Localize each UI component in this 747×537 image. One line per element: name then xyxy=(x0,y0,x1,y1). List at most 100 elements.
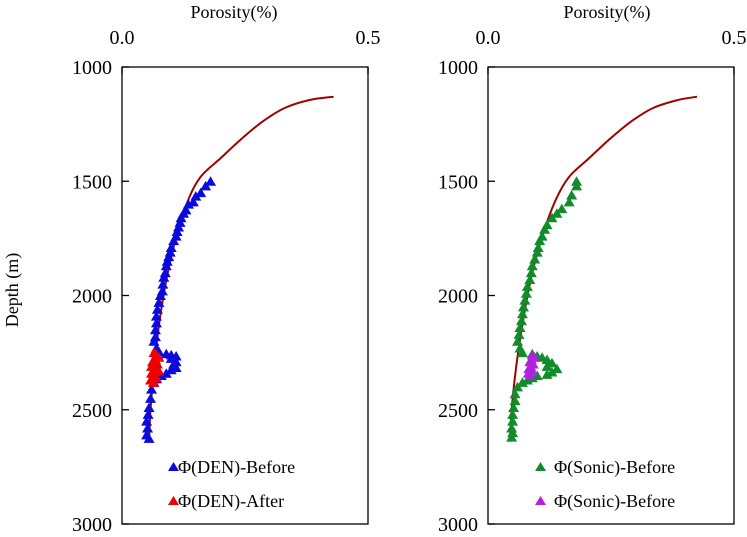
data-point xyxy=(514,322,526,332)
data-point xyxy=(200,180,212,191)
data-point xyxy=(532,242,544,253)
data-point xyxy=(571,180,583,191)
data-point xyxy=(506,423,518,433)
data-point xyxy=(149,324,161,335)
data-point xyxy=(165,242,177,253)
marker-layer xyxy=(506,176,583,442)
data-point xyxy=(512,381,524,392)
data-point xyxy=(516,347,528,358)
data-point xyxy=(506,432,518,442)
y-axis-title: Depth (m) xyxy=(2,253,23,327)
legend: Φ(Sonic)-Before Φ(Sonic)-Before xyxy=(535,457,675,512)
legend-marker xyxy=(535,462,546,471)
data-point xyxy=(151,304,163,314)
data-point xyxy=(148,336,160,346)
legend-label: Φ(DEN)-After xyxy=(178,491,284,512)
data-point xyxy=(165,364,177,375)
data-point xyxy=(541,354,553,364)
data-point xyxy=(521,281,533,291)
data-point xyxy=(517,301,529,312)
data-point xyxy=(526,260,538,271)
data-point xyxy=(141,416,153,426)
data-point xyxy=(146,384,158,394)
tick-layer: 1000 1500 2000 2500 3000 0.0 0.5 xyxy=(72,27,381,536)
data-point xyxy=(507,416,519,426)
data-point xyxy=(541,369,553,379)
x-axis-title: Porosity(%) xyxy=(564,2,651,23)
y-tick-label: 1000 xyxy=(72,57,112,79)
x-axis-title: Porosity(%) xyxy=(191,2,278,23)
data-point xyxy=(145,393,157,403)
data-point xyxy=(161,256,173,266)
tick-layer: 1000 1500 2000 2500 3000 0.0 0.5 xyxy=(438,27,747,536)
data-point xyxy=(539,224,551,234)
data-point xyxy=(509,395,521,406)
data-point xyxy=(507,409,519,419)
data-point xyxy=(195,187,207,198)
data-point xyxy=(512,336,524,346)
data-point xyxy=(509,388,521,399)
y-tick-label: 3000 xyxy=(438,514,478,536)
y-tick-label: 2500 xyxy=(72,400,112,422)
data-point xyxy=(551,363,563,374)
data-point xyxy=(519,295,531,305)
data-point xyxy=(154,290,166,300)
data-point xyxy=(516,308,528,319)
data-point xyxy=(546,212,558,223)
data-point xyxy=(157,279,169,289)
trend-curve xyxy=(148,95,334,442)
data-point xyxy=(551,208,563,218)
data-point xyxy=(205,176,217,186)
data-point xyxy=(153,365,165,376)
data-point xyxy=(556,203,568,214)
data-point xyxy=(507,427,519,438)
data-point xyxy=(143,433,155,443)
data-point xyxy=(150,311,162,321)
x-tick-label: 0.0 xyxy=(476,27,501,49)
data-point xyxy=(524,370,536,380)
legend-marker xyxy=(168,496,179,505)
data-point xyxy=(541,361,553,371)
data-point xyxy=(168,235,180,246)
data-point xyxy=(171,226,183,237)
x-tick-label: 0.5 xyxy=(356,27,381,49)
data-point xyxy=(531,247,543,257)
panel-den: Porosity(%) 1000 1500 2000 2500 3000 0.0 0.5 Φ… xyxy=(72,2,381,536)
data-point xyxy=(142,423,154,433)
data-point xyxy=(160,260,172,271)
data-point xyxy=(158,272,170,282)
legend-marker xyxy=(535,496,546,505)
legend-label: Φ(DEN)-Before xyxy=(178,457,295,478)
y-tick-label: 1000 xyxy=(438,57,478,79)
data-point xyxy=(525,267,537,278)
trend-curve xyxy=(509,95,698,442)
data-point xyxy=(546,357,558,368)
data-point xyxy=(515,315,527,326)
panel-sonic: Porosity(%) 1000 1500 2000 2500 3000 0.0 0.5 Φ… xyxy=(438,2,747,536)
legend-marker xyxy=(168,462,179,471)
data-point xyxy=(175,212,187,223)
data-point xyxy=(150,317,162,328)
y-tick-label: 2000 xyxy=(72,286,112,308)
data-point xyxy=(508,402,520,412)
data-point xyxy=(513,329,525,339)
data-point xyxy=(529,253,541,264)
y-tick-label: 2000 xyxy=(438,286,478,308)
data-point xyxy=(143,402,155,412)
y-tick-label: 3000 xyxy=(72,514,112,536)
data-point xyxy=(142,409,154,419)
y-tick-label: 1500 xyxy=(72,171,112,193)
data-point xyxy=(563,196,575,207)
x-tick-label: 0.0 xyxy=(110,27,135,49)
legend-label: Φ(Sonic)-Before xyxy=(554,491,675,512)
marker-layer xyxy=(141,176,217,443)
legend-entry: Φ(DEN)-Before xyxy=(168,457,295,478)
y-tick-label: 2500 xyxy=(438,400,478,422)
data-point xyxy=(534,235,546,246)
data-point xyxy=(566,189,578,200)
legend-entry: Φ(Sonic)-Before xyxy=(535,491,675,512)
legend-entry: Φ(Sonic)-Before xyxy=(535,457,675,478)
y-tick-label: 1500 xyxy=(438,171,478,193)
